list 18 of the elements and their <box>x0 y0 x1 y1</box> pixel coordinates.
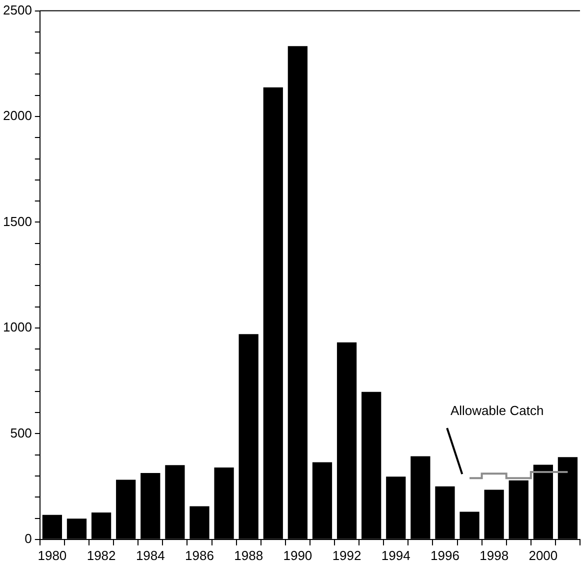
y-tick-label: 2500 <box>3 2 32 18</box>
x-tick-label: 1992 <box>332 548 362 563</box>
y-tick-label: 1500 <box>3 214 32 229</box>
x-tick-label: 1988 <box>234 548 264 563</box>
x-tick-label: 1996 <box>430 548 460 563</box>
x-tick-label: 1998 <box>480 548 509 563</box>
x-tick-label: 1982 <box>86 548 116 563</box>
x-tick-label: 1984 <box>136 548 165 563</box>
y-tick-label: 0 <box>24 530 32 546</box>
y-tick-label: 500 <box>10 425 32 440</box>
x-tick-label: 1994 <box>381 548 410 563</box>
y-tick-label: 1000 <box>3 320 32 335</box>
text: Allowable Catch <box>450 403 544 418</box>
x-tick-label: 2000 <box>528 548 558 563</box>
x-tick-label: 1980 <box>38 548 67 563</box>
x-tick-label: 1986 <box>185 548 214 563</box>
x-tick-label: 1990 <box>283 548 312 563</box>
y-tick-label: 2000 <box>3 108 32 124</box>
